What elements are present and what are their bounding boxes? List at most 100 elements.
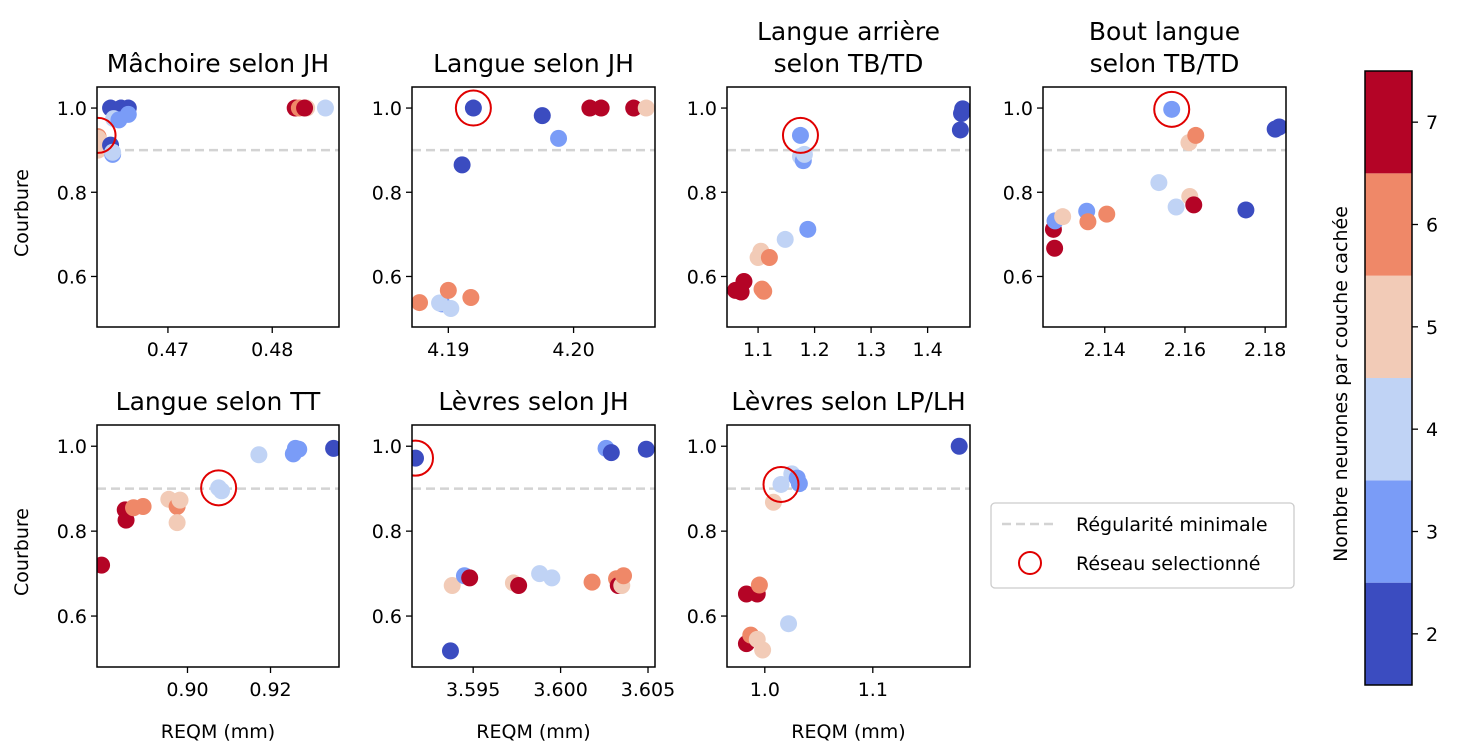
colorbar-tick-label: 4	[1426, 419, 1438, 441]
y-tick-label: 0.8	[57, 182, 87, 204]
y-tick-label: 1.0	[687, 98, 717, 120]
data-point	[134, 498, 152, 516]
y-tick-label: 0.6	[687, 266, 717, 288]
points-group	[1044, 90, 1286, 257]
colorbar-tick-label: 6	[1426, 215, 1438, 237]
title-line: Langue arrière	[757, 17, 940, 46]
points-group	[737, 437, 968, 659]
subplot-7: 1.0 1.1 0.6 0.8 1.0 Lèvres selon LP/LH REQM (m…	[687, 387, 971, 743]
selected-network-marker	[454, 89, 492, 127]
subplot-title: Lèvres selon JH	[438, 387, 628, 416]
subplot-1: 0.47 0.48 0.6 0.8 1.0 Mâchoire selon JH Courbu…	[11, 49, 340, 361]
data-point	[1098, 205, 1116, 223]
title-line: selon TB/TD	[1090, 49, 1240, 78]
data-point	[439, 281, 457, 299]
subplot-title: Mâchoire selon JH	[107, 49, 329, 78]
axes-frame	[411, 424, 656, 668]
axes-frame	[411, 86, 656, 328]
data-point	[760, 249, 778, 267]
x-tick-label: 1.3	[856, 339, 886, 361]
data-point	[750, 576, 768, 594]
data-point	[316, 99, 334, 117]
colorbar-frame	[1364, 70, 1413, 686]
data-point	[117, 511, 135, 529]
points-group	[97, 439, 339, 574]
legend-circle-icon	[1018, 551, 1042, 575]
data-point	[550, 129, 568, 147]
title-line: Bout langue	[1089, 17, 1240, 46]
x-tick-label: 0.90	[166, 679, 208, 701]
data-point	[795, 145, 813, 163]
y-tick-label: 1.0	[57, 98, 87, 120]
data-point	[776, 230, 794, 248]
selected-network-marker	[1153, 90, 1191, 128]
x-tick-label: 3.605	[621, 679, 675, 701]
data-point	[97, 556, 111, 574]
colorbar-segment	[1365, 378, 1412, 481]
x-tick-label: 1.1	[743, 339, 773, 361]
data-point	[453, 156, 471, 174]
data-point	[168, 514, 186, 532]
data-point	[1167, 198, 1185, 216]
data-point	[442, 299, 460, 317]
data-point	[325, 439, 339, 457]
data-point	[799, 220, 817, 238]
y-tick-label: 0.6	[372, 606, 402, 628]
y-axis-label: Courbure	[11, 169, 33, 257]
data-point	[213, 482, 231, 500]
legend-frame	[990, 502, 1295, 589]
colorbar-segment	[1365, 275, 1412, 378]
y-tick-label: 1.0	[372, 98, 402, 120]
data-point	[953, 105, 970, 123]
data-point	[592, 99, 610, 117]
selected-network-marker	[781, 116, 819, 154]
title-line: selon TB/TD	[774, 49, 924, 78]
y-tick-label: 0.8	[372, 182, 402, 204]
x-axis-label: REQM (mm)	[476, 721, 590, 743]
y-tick-label: 0.6	[687, 606, 717, 628]
data-point	[615, 567, 633, 585]
x-tick-label: 4.20	[552, 339, 594, 361]
data-point	[1163, 100, 1181, 118]
subplot-title: Bout langue selon TB/TD	[1089, 17, 1240, 78]
y-tick-label: 1.0	[372, 436, 402, 458]
subplot-6: 3.595 3.600 3.605 0.6 0.8 1.0 Lèvres selon JH R…	[372, 387, 675, 743]
points-group	[727, 100, 970, 301]
selected-network-marker	[97, 116, 117, 154]
data-point	[772, 475, 790, 493]
axes-frame	[726, 424, 971, 668]
data-point	[1150, 174, 1168, 192]
subplot-2: 4.19 4.20 0.6 0.8 1.0 Langue selon JH	[372, 49, 656, 361]
data-point	[412, 449, 424, 467]
title-line: Langue selon TT	[116, 387, 321, 416]
axes-frame	[96, 424, 340, 668]
data-point	[950, 437, 968, 455]
data-point	[250, 446, 268, 464]
points-group	[412, 89, 655, 317]
y-tick-label: 0.8	[687, 182, 717, 204]
y-tick-label: 0.8	[1003, 182, 1033, 204]
x-axis-label: REQM (mm)	[791, 721, 905, 743]
data-point	[462, 289, 480, 307]
x-tick-label: 4.19	[427, 339, 469, 361]
data-point	[441, 642, 459, 660]
x-tick-label: 1.0	[750, 679, 780, 701]
data-point	[1079, 213, 1097, 231]
data-point	[290, 440, 308, 458]
data-point	[171, 491, 189, 509]
data-point	[1054, 208, 1072, 226]
points-group	[97, 99, 334, 163]
x-tick-label: 2.16	[1164, 339, 1206, 361]
data-point	[791, 126, 809, 144]
x-tick-label: 3.595	[446, 679, 500, 701]
data-point	[637, 99, 655, 117]
y-tick-label: 0.6	[372, 266, 402, 288]
x-tick-label: 0.48	[251, 339, 293, 361]
colorbar: 2 3 4 5 6 7 Nombre neurones par couche cachée	[1330, 70, 1438, 686]
data-point	[296, 99, 314, 117]
axes-frame	[1042, 86, 1287, 328]
y-tick-label: 1.0	[57, 436, 87, 458]
legend-label-selected-network: Réseau selectionné	[1076, 553, 1260, 575]
title-line: Lèvres selon LP/LH	[731, 387, 965, 416]
data-point	[637, 440, 655, 458]
